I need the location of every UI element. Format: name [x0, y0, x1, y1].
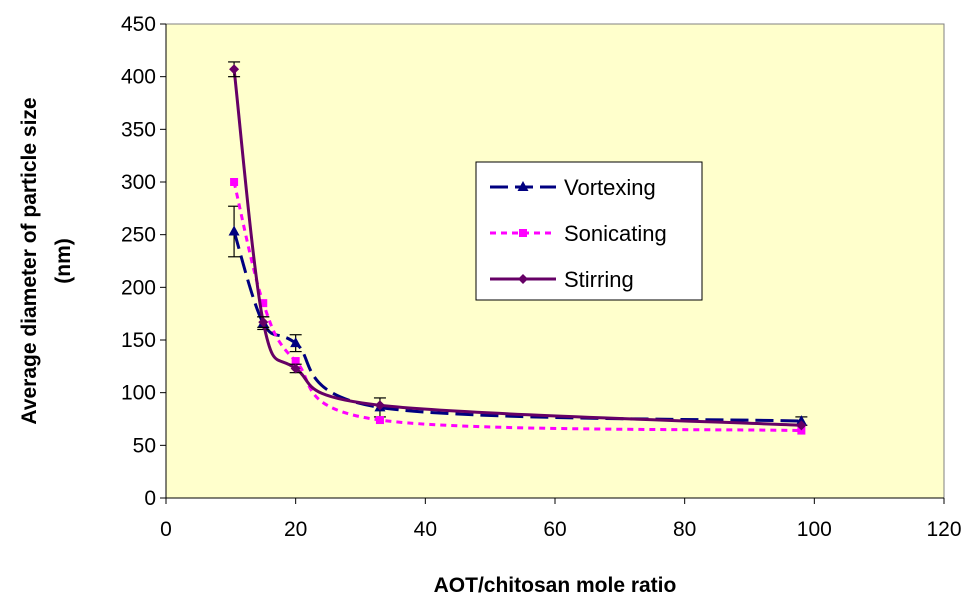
- x-tick-label: 20: [284, 518, 307, 541]
- data-point: [375, 416, 384, 425]
- series-stirring: [228, 61, 807, 431]
- y-tick-label: 100: [121, 382, 156, 405]
- data-point: [290, 337, 302, 348]
- x-tick-label: 40: [414, 518, 437, 541]
- y-axis-title: Average diameter of particle size: [18, 97, 41, 424]
- legend-label: Stirring: [564, 267, 634, 292]
- data-point: [518, 274, 528, 284]
- data-point: [228, 225, 240, 236]
- axes: [160, 23, 945, 504]
- x-tick-label: 80: [673, 518, 696, 541]
- data-point: [796, 420, 807, 431]
- x-tick-label: 120: [926, 518, 961, 541]
- y-tick-label: 400: [121, 66, 156, 89]
- data-point: [517, 181, 529, 191]
- y-tick-label: 150: [121, 329, 156, 352]
- legend: Vortexing Sonicating Stirring: [475, 161, 703, 301]
- data-point: [519, 229, 527, 237]
- series-group: [228, 61, 808, 435]
- x-tick-label: 60: [543, 518, 566, 541]
- data-point: [795, 415, 807, 426]
- data-point: [229, 64, 240, 75]
- data-point: [230, 178, 239, 186]
- y-tick-label: 300: [121, 171, 156, 194]
- y-tick-label: 0: [144, 487, 156, 510]
- data-point: [290, 363, 301, 374]
- legend-label: Sonicating: [564, 221, 667, 246]
- data-point: [258, 317, 269, 328]
- data-point: [291, 357, 300, 366]
- x-axis-title: AOT/chitosan mole ratio: [434, 574, 677, 597]
- x-tick-label: 100: [797, 518, 832, 541]
- data-point: [259, 299, 268, 308]
- y-axis-title-unit: (nm): [52, 238, 75, 284]
- y-tick-label: 200: [121, 276, 156, 299]
- y-tick-label: 250: [121, 224, 156, 247]
- data-point: [374, 400, 385, 411]
- legend-label: Vortexing: [564, 175, 656, 200]
- x-tick-label: 0: [160, 518, 172, 541]
- y-tick-label: 50: [133, 434, 156, 457]
- series-line: [232, 69, 802, 427]
- legend-box: [475, 161, 703, 301]
- y-tick-label: 450: [121, 13, 156, 36]
- tick-labels: 0 50 100 150 200 250 300 350 400 450 0 20 40 60 80 100 1…: [121, 13, 962, 541]
- y-tick-label: 350: [121, 118, 156, 141]
- data-point: [797, 426, 806, 435]
